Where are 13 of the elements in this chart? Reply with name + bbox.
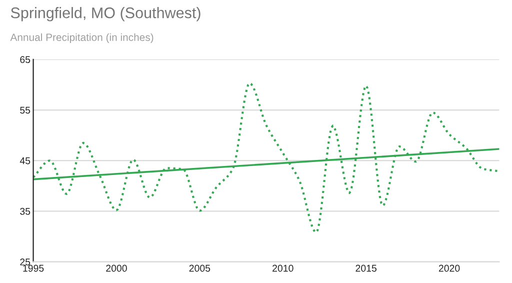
x-tick-label: 2000 xyxy=(106,264,127,272)
x-tick-label: 2015 xyxy=(356,264,376,272)
x-tick-label: 1995 xyxy=(23,264,44,272)
y-tick-label: 45 xyxy=(20,157,30,164)
y-tick-label: 65 xyxy=(20,56,30,64)
x-tick-label: 2010 xyxy=(272,264,294,272)
y-tick-label: 35 xyxy=(20,208,30,215)
x-tick-label: 2005 xyxy=(189,264,210,272)
chart-subtitle: Annual Precipitation (in inches) xyxy=(10,33,154,44)
y-tick-label: 55 xyxy=(20,106,30,114)
y-tick-label: 25 xyxy=(20,258,30,266)
x-tick-label: 2020 xyxy=(438,264,460,272)
chart-title: Springfield, MO (Southwest) xyxy=(10,7,200,22)
